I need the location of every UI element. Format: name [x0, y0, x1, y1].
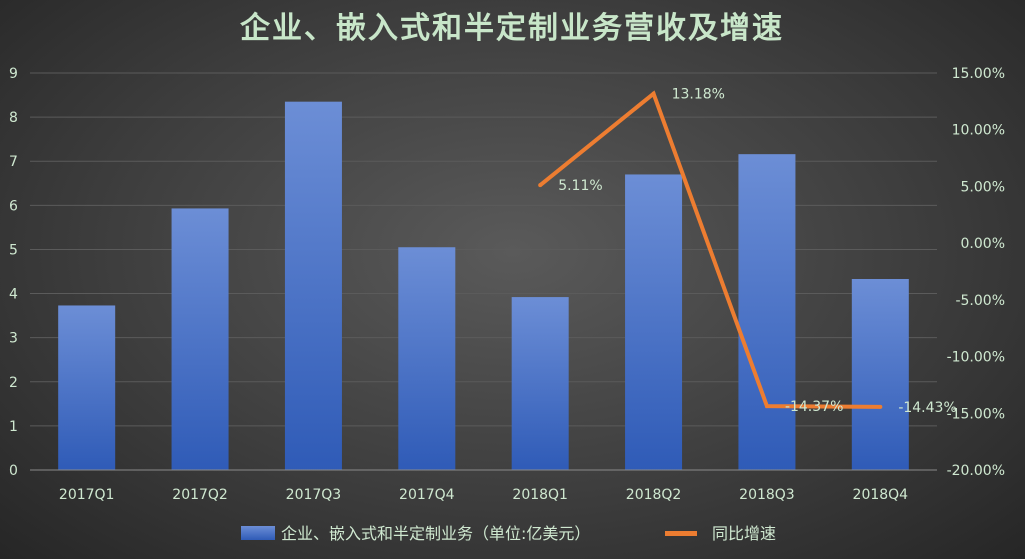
y-left-tick-label: 3	[9, 331, 18, 347]
growth-point	[878, 404, 883, 409]
y-left-tick-label: 8	[9, 110, 18, 126]
x-tick-label: 2017Q1	[59, 487, 115, 503]
y-right-tick-label: 15.00%	[952, 66, 1005, 82]
growth-point	[651, 91, 656, 96]
x-tick-label: 2017Q3	[286, 487, 342, 503]
y-left-tick-label: 0	[9, 463, 18, 479]
y-left-tick-label: 5	[9, 242, 18, 258]
x-tick-label: 2018Q2	[626, 487, 682, 503]
bar	[625, 174, 683, 470]
y-left-tick-label: 7	[9, 154, 18, 170]
growth-line	[538, 90, 881, 409]
y-left-tick-label: 1	[9, 419, 18, 435]
x-tick-label: 2018Q4	[853, 487, 909, 503]
bar	[511, 297, 569, 470]
grid	[30, 72, 937, 427]
legend: 企业、嵌入式和半定制业务（单位:亿美元） 同比增速	[241, 524, 776, 543]
bar	[398, 247, 456, 470]
growth-data-label: -14.43%	[898, 400, 956, 416]
bar	[851, 278, 909, 470]
y-left-tick-label: 6	[9, 198, 18, 214]
y-left-tick-label: 9	[9, 66, 18, 82]
y-right-tick-label: 5.00%	[961, 179, 1005, 195]
growth-point	[538, 183, 543, 188]
x-tick-label: 2018Q3	[739, 487, 795, 503]
y-right-tick-label: -20.00%	[947, 463, 1005, 479]
y-right-tick-label: 0.00%	[961, 236, 1005, 252]
growth-data-label: 5.11%	[558, 178, 602, 194]
y-right-tick-label: -10.00%	[947, 350, 1005, 366]
chart-title: 企业、嵌入式和半定制业务营收及增速	[240, 11, 784, 46]
legend-line-swatch	[665, 531, 697, 536]
line-series	[538, 90, 883, 409]
legend-bar-label: 企业、嵌入式和半定制业务（单位:亿美元）	[281, 524, 590, 543]
legend-bar-swatch	[241, 526, 275, 540]
y-right-tick-label: -5.00%	[955, 293, 1005, 309]
y-left-tick-label: 4	[9, 287, 18, 303]
x-tick-label: 2017Q4	[399, 487, 455, 503]
growth-data-label: 13.18%	[672, 87, 725, 103]
axes: 0 1 2 3 4 5 6 7 8 9 -20.00% -15.00% -10.00% -5.00% 0.0…	[9, 66, 1005, 503]
bar-series	[58, 101, 909, 471]
x-tick-label: 2018Q1	[512, 487, 568, 503]
bar	[738, 154, 796, 471]
legend-line-label: 同比增速	[712, 524, 776, 543]
bar	[284, 101, 342, 470]
growth-data-label: -14.37%	[785, 399, 843, 415]
bar	[171, 208, 229, 470]
y-right-tick-label: -15.00%	[947, 406, 1005, 422]
data-labels: 5.11% 13.18% -14.37% -14.43%	[558, 87, 957, 416]
x-tick-label: 2017Q2	[172, 487, 228, 503]
y-right-tick-label: 10.00%	[952, 123, 1005, 139]
bar	[58, 305, 116, 470]
y-left-tick-label: 2	[9, 375, 18, 391]
growth-point	[764, 404, 769, 409]
